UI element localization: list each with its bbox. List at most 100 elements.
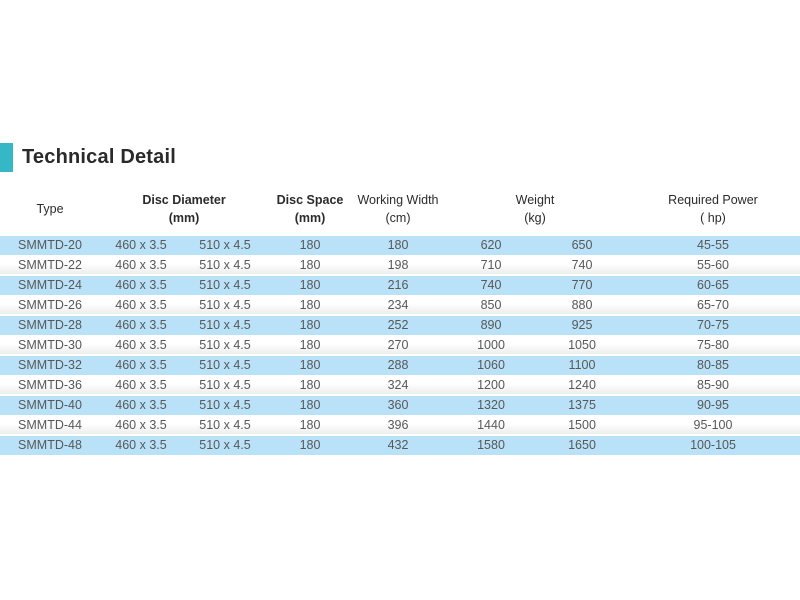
section-title: Technical Detail bbox=[0, 142, 176, 172]
column-header-type: Type bbox=[0, 184, 100, 235]
value-cell: 710 bbox=[480, 258, 502, 272]
table-row: SMMTD-36 460 x 3.5 510 x 4.5 180 324 1200 1240… bbox=[0, 375, 800, 395]
column-header-unit: ( hp) bbox=[700, 211, 726, 226]
column-header-unit: (mm) bbox=[168, 211, 200, 226]
value-cell: 850 bbox=[480, 298, 502, 312]
value-cell: 95-100 bbox=[693, 418, 733, 432]
value-cell: 460 x 3.5 bbox=[115, 378, 167, 392]
value-cell: 460 x 3.5 bbox=[115, 298, 167, 312]
value-cell: 1440 bbox=[477, 418, 505, 432]
value-cell: 890 bbox=[480, 318, 502, 332]
value-cell: 460 x 3.5 bbox=[115, 418, 167, 432]
table-row: SMMTD-30 460 x 3.5 510 x 4.5 180 270 1000 1050… bbox=[0, 335, 800, 355]
value-cell: 510 x 4.5 bbox=[199, 298, 251, 312]
value-cell: 1050 bbox=[568, 338, 596, 352]
value-cell: 432 bbox=[387, 438, 409, 452]
value-cell: 180 bbox=[299, 278, 321, 292]
value-cell: 740 bbox=[480, 278, 502, 292]
table-header: Type Disc Diameter (mm) Disc Space (mm) Worki… bbox=[0, 184, 800, 235]
value-cell: 1100 bbox=[568, 358, 596, 372]
column-header-disc-diameter: Disc Diameter (mm) bbox=[100, 184, 268, 235]
value-cell: 360 bbox=[387, 398, 409, 412]
column-header-required-power: Required Power ( hp) bbox=[626, 184, 800, 235]
value-cell: 180 bbox=[299, 438, 321, 452]
value-cell: 460 x 3.5 bbox=[115, 238, 167, 252]
value-cell: 460 x 3.5 bbox=[115, 338, 167, 352]
table-row: SMMTD-22 460 x 3.5 510 x 4.5 180 198 710 740 55… bbox=[0, 255, 800, 275]
value-cell: 180 bbox=[299, 338, 321, 352]
value-cell: 1320 bbox=[477, 398, 505, 412]
value-cell: 180 bbox=[387, 238, 409, 252]
column-header-label: Weight bbox=[515, 193, 555, 208]
type-cell: SMMTD-20 bbox=[18, 238, 82, 252]
value-cell: 396 bbox=[387, 418, 409, 432]
value-cell: 45-55 bbox=[697, 238, 729, 252]
value-cell: 180 bbox=[299, 318, 321, 332]
value-cell: 510 x 4.5 bbox=[199, 398, 251, 412]
technical-detail-table: Type Disc Diameter (mm) Disc Space (mm) Worki… bbox=[0, 184, 800, 456]
value-cell: 65-70 bbox=[697, 298, 729, 312]
value-cell: 324 bbox=[387, 378, 409, 392]
value-cell: 70-75 bbox=[697, 318, 729, 332]
value-cell: 460 x 3.5 bbox=[115, 318, 167, 332]
value-cell: 510 x 4.5 bbox=[199, 358, 251, 372]
table-row: SMMTD-28 460 x 3.5 510 x 4.5 180 252 890 925 70… bbox=[0, 315, 800, 335]
value-cell: 650 bbox=[571, 238, 593, 252]
value-cell: 80-85 bbox=[697, 358, 729, 372]
column-header-unit: (kg) bbox=[524, 211, 546, 226]
value-cell: 180 bbox=[299, 258, 321, 272]
value-cell: 180 bbox=[299, 378, 321, 392]
table-row: SMMTD-32 460 x 3.5 510 x 4.5 180 288 1060 1100… bbox=[0, 355, 800, 375]
value-cell: 510 x 4.5 bbox=[199, 238, 251, 252]
value-cell: 60-65 bbox=[697, 278, 729, 292]
value-cell: 460 x 3.5 bbox=[115, 278, 167, 292]
value-cell: 1650 bbox=[568, 438, 596, 452]
table-row: SMMTD-48 460 x 3.5 510 x 4.5 180 432 1580 1650… bbox=[0, 435, 800, 455]
table-body: SMMTD-20 460 x 3.5 510 x 4.5 180 180 620 650 45… bbox=[0, 235, 800, 455]
value-cell: 510 x 4.5 bbox=[199, 438, 251, 452]
table-row: SMMTD-20 460 x 3.5 510 x 4.5 180 180 620 650 45… bbox=[0, 235, 800, 255]
type-cell: SMMTD-36 bbox=[18, 378, 82, 392]
value-cell: 1060 bbox=[477, 358, 505, 372]
value-cell: 198 bbox=[387, 258, 409, 272]
type-cell: SMMTD-28 bbox=[18, 318, 82, 332]
value-cell: 510 x 4.5 bbox=[199, 258, 251, 272]
type-cell: SMMTD-32 bbox=[18, 358, 82, 372]
value-cell: 216 bbox=[387, 278, 409, 292]
value-cell: 1240 bbox=[568, 378, 596, 392]
value-cell: 770 bbox=[571, 278, 593, 292]
value-cell: 1200 bbox=[477, 378, 505, 392]
value-cell: 1580 bbox=[477, 438, 505, 452]
column-header-label: Type bbox=[36, 202, 64, 217]
value-cell: 510 x 4.5 bbox=[199, 378, 251, 392]
type-cell: SMMTD-24 bbox=[18, 278, 82, 292]
type-cell: SMMTD-48 bbox=[18, 438, 82, 452]
value-cell: 234 bbox=[387, 298, 409, 312]
type-cell: SMMTD-30 bbox=[18, 338, 82, 352]
value-cell: 180 bbox=[299, 418, 321, 432]
column-header-label: Disc Space bbox=[276, 193, 344, 208]
value-cell: 180 bbox=[299, 298, 321, 312]
value-cell: 460 x 3.5 bbox=[115, 258, 167, 272]
value-cell: 100-105 bbox=[690, 438, 736, 452]
value-cell: 85-90 bbox=[697, 378, 729, 392]
value-cell: 880 bbox=[571, 298, 593, 312]
column-header-label: Disc Diameter bbox=[142, 193, 226, 208]
value-cell: 925 bbox=[571, 318, 593, 332]
value-cell: 180 bbox=[299, 358, 321, 372]
value-cell: 460 x 3.5 bbox=[115, 358, 167, 372]
type-cell: SMMTD-26 bbox=[18, 298, 82, 312]
value-cell: 1500 bbox=[568, 418, 596, 432]
value-cell: 510 x 4.5 bbox=[199, 278, 251, 292]
value-cell: 510 x 4.5 bbox=[199, 338, 251, 352]
header-row: Type Disc Diameter (mm) Disc Space (mm) Worki… bbox=[0, 184, 800, 235]
column-header-label: Working Width bbox=[357, 193, 439, 208]
page-title: Technical Detail bbox=[22, 145, 176, 168]
value-cell: 460 x 3.5 bbox=[115, 438, 167, 452]
column-header-disc-space: Disc Space (mm) bbox=[268, 184, 352, 235]
value-cell: 75-80 bbox=[697, 338, 729, 352]
table-row: SMMTD-24 460 x 3.5 510 x 4.5 180 216 740 770 60… bbox=[0, 275, 800, 295]
value-cell: 510 x 4.5 bbox=[199, 318, 251, 332]
value-cell: 1000 bbox=[477, 338, 505, 352]
value-cell: 288 bbox=[387, 358, 409, 372]
